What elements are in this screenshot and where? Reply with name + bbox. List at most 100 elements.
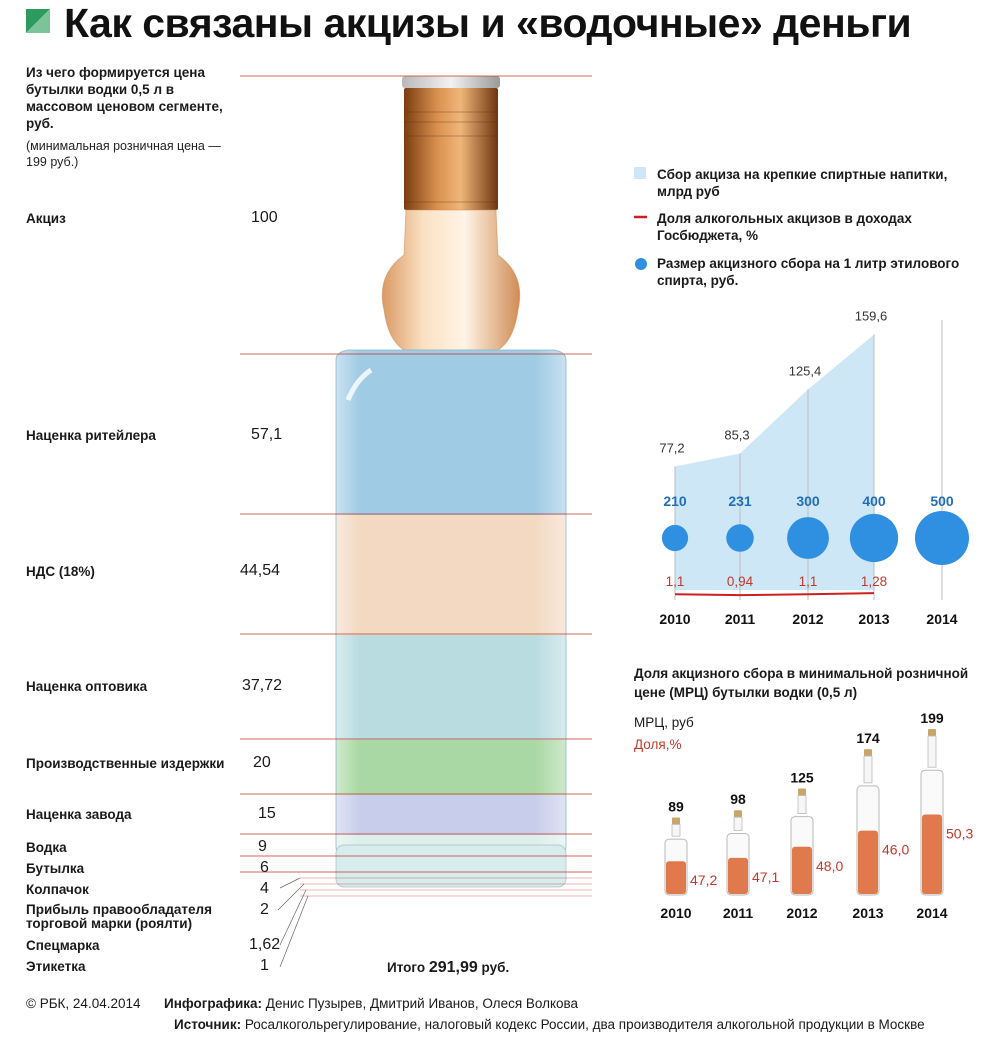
mrp-legend-share: Доля,%	[634, 737, 682, 752]
breakdown-value: 2	[260, 901, 269, 918]
breakdown-value: 1	[260, 957, 269, 974]
area-value-label: 85,3	[724, 428, 749, 443]
mrp-share-label: 48,0	[816, 858, 843, 874]
footer-line-2: Источник: Росалкогольрегулирование, нало…	[174, 1017, 925, 1032]
bubble-point	[787, 517, 829, 559]
breakdown-label: Прибыль правообладателя торговой марки (…	[26, 902, 213, 931]
mrp-bottle-cap	[734, 810, 742, 818]
total-value: 291,99	[428, 959, 478, 976]
mrp-price-label: 89	[668, 798, 684, 814]
mrp-bottle-neck	[671, 824, 681, 837]
breakdown-value: 37,72	[242, 677, 283, 694]
share-line	[674, 592, 875, 597]
mrp-x-label: 2010	[660, 905, 691, 921]
bubble-point	[661, 524, 689, 552]
mrp-bottle-cap	[672, 817, 680, 825]
legend-bubble-swatch	[635, 258, 647, 270]
breakdown-label: Производственные издержки	[26, 756, 225, 771]
footer-source-label: Источник:	[174, 1017, 242, 1032]
mrp-x-label: 2014	[916, 905, 947, 921]
area-value-label: 125,4	[789, 363, 822, 378]
mrp-price-label: 199	[920, 710, 944, 726]
excise-chart: 77,2 85,3 125,4 159,6 210 231 300 400 500 1,1 0,94…	[659, 309, 969, 627]
mrp-bottle	[664, 817, 688, 896]
bubble-value-label: 231	[728, 493, 752, 509]
mrp-liquid	[728, 857, 748, 894]
x-tick-label: 2014	[926, 611, 957, 627]
total-label: Итого	[387, 960, 426, 975]
mrp-bottle-cap	[864, 749, 872, 757]
bubble-point	[726, 524, 754, 552]
mrp-bottle	[726, 810, 750, 896]
legend-area-label: Сбор акциза на крепкие спиртные напитки,…	[657, 167, 948, 199]
breakdown-value: 100	[251, 209, 278, 226]
legend-area-swatch	[634, 167, 646, 179]
mrp-chart: 89 47,2 2010 98 47,1 2011 125 48,0 2012 174 46,0 20…	[660, 710, 973, 921]
breakdown-label: Наценка оптовика	[26, 679, 148, 694]
breakdown-value: 9	[258, 838, 267, 855]
breakdown-label: Бутылка	[26, 861, 85, 876]
mrp-liquid	[792, 846, 812, 894]
mrp-bottle-cap	[928, 729, 936, 736]
breakdown-value: 15	[258, 805, 276, 822]
breakdown-value: 4	[260, 880, 269, 897]
mrp-price-label: 125	[790, 769, 814, 785]
bubble-value-label: 210	[663, 493, 687, 509]
legend-bubble-label: Размер акцизного сбора на 1 литр этилово…	[657, 256, 960, 288]
breakdown-label: Колпачок	[26, 882, 89, 897]
bubble-value-label: 300	[796, 493, 820, 509]
rbc-logo-icon	[26, 9, 50, 33]
share-value-label: 1,1	[666, 574, 685, 589]
mrp-bottle-neck	[927, 735, 937, 768]
leader-line	[279, 895, 309, 968]
footer-credits: Денис Пузырев, Дмитрий Иванов, Олеся Вол…	[265, 996, 579, 1011]
mrp-bottle-neck	[733, 816, 743, 831]
x-tick-label: 2012	[792, 611, 823, 627]
share-value-label: 1,1	[799, 574, 818, 589]
breakdown-label: Спецмарка	[26, 938, 100, 953]
bubble-value-label: 400	[862, 493, 886, 509]
breakdown-value: 6	[260, 859, 269, 876]
total-unit: руб.	[481, 960, 510, 975]
breakdown-label: Наценка ритейлера	[26, 428, 156, 443]
footer-copyright: © РБК, 24.04.2014	[26, 996, 141, 1011]
mrp-share-label: 46,0	[882, 842, 909, 858]
excise-area	[675, 334, 874, 590]
mrp-bottle	[856, 749, 880, 896]
legend-line-label: Доля алкогольных акцизов в доходах Госбю…	[657, 211, 912, 243]
mrp-liquid	[666, 861, 686, 894]
legend-line-swatch	[634, 215, 647, 219]
mrp-x-label: 2013	[852, 905, 883, 921]
x-tick-label: 2010	[659, 611, 690, 627]
breakdown-subtitle: Из чего формируется цена бутылки водки 0…	[26, 65, 223, 131]
mrp-bottle	[790, 788, 814, 896]
x-tick-label: 2011	[725, 611, 756, 627]
area-value-label: 159,6	[855, 309, 888, 324]
mrp-bottle-cap	[798, 788, 806, 796]
mrp-share-label: 50,3	[946, 826, 973, 842]
mrp-share-label: 47,1	[752, 869, 779, 885]
breakdown-value: 1,62	[249, 936, 281, 953]
bubble-point	[849, 513, 899, 563]
mrp-x-label: 2012	[786, 905, 817, 921]
mrp-price-label: 98	[730, 791, 746, 807]
mrp-legend-price: МРЦ, руб	[634, 715, 694, 730]
x-tick-label: 2013	[858, 611, 889, 627]
area-value-label: 77,2	[659, 440, 684, 455]
footer-credits-label: Инфографика:	[164, 996, 263, 1011]
leader-line	[279, 877, 301, 889]
page-title: Как связаны акцизы и «водочные» деньги	[64, 0, 912, 46]
breakdown-label: НДС (18%)	[26, 564, 95, 579]
footer-source: Росалкогольрегулирование, налоговый коде…	[244, 1017, 925, 1032]
breakdown-label: Этикетка	[26, 959, 86, 974]
mrp-bottle-neck	[797, 795, 807, 815]
bubble-point	[915, 511, 969, 565]
bubble-value-label: 500	[930, 493, 954, 509]
mrp-share-label: 47,2	[690, 872, 717, 888]
share-value-label: 1,28	[861, 574, 887, 589]
bottle-illustration	[335, 76, 567, 888]
leader-line	[279, 889, 307, 946]
breakdown-total: Итого 291,99 руб.	[387, 959, 509, 977]
